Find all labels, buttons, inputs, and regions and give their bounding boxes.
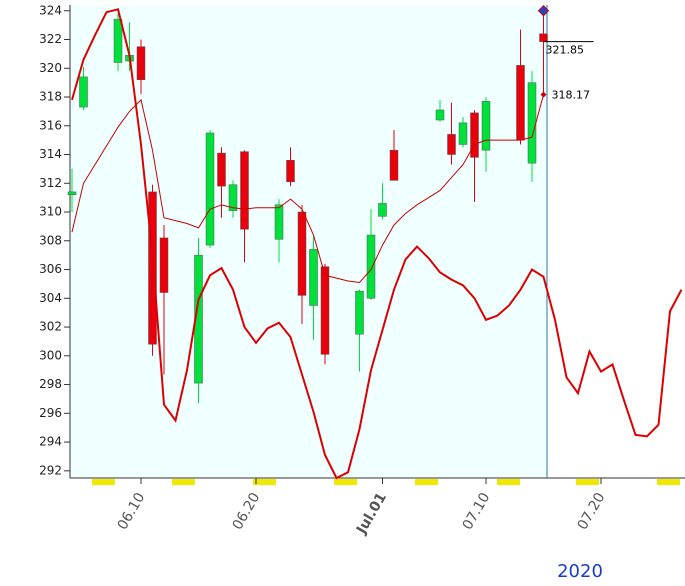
- candle-body: [228, 184, 238, 211]
- y-tick-label: 310: [39, 205, 62, 219]
- y-tick-label: 320: [39, 61, 62, 75]
- y-tick-label: 314: [39, 147, 62, 161]
- candle-body: [458, 122, 468, 145]
- weekend: [657, 479, 680, 485]
- y-tick-label: 316: [39, 118, 62, 132]
- line-series: [71, 8, 683, 480]
- candle-body: [309, 249, 318, 306]
- candle-body: [297, 211, 307, 296]
- high-marker: [537, 5, 550, 17]
- candle-body: [355, 290, 364, 335]
- weekend: [92, 479, 115, 485]
- weekend: [253, 479, 276, 485]
- y-tick-label: 302: [39, 320, 62, 334]
- candle-body: [136, 46, 146, 81]
- weekend: [576, 479, 599, 485]
- candle-body: [286, 160, 295, 183]
- candle-body: [274, 204, 284, 240]
- y-tick-label: 292: [39, 463, 62, 477]
- year-label: 2020: [557, 561, 603, 582]
- ma-label: 318.17: [552, 89, 591, 102]
- candle-body: [320, 266, 330, 355]
- x-tick-label: 06.20: [230, 490, 264, 533]
- candle-body: [79, 76, 88, 108]
- weekend: [497, 479, 520, 485]
- x-tick-label: 07.20: [575, 490, 609, 533]
- y-tick-label: 294: [39, 435, 62, 449]
- y-tick-label: 296: [39, 406, 62, 420]
- ma-marker: [540, 91, 547, 98]
- candle-body: [159, 237, 169, 293]
- weekend-markers: [92, 479, 680, 485]
- line-series: [71, 94, 544, 284]
- y-tick-label: 312: [39, 176, 62, 190]
- candle-body: [113, 19, 123, 63]
- candle-body: [481, 101, 491, 151]
- weekend: [415, 479, 438, 485]
- candle-body: [539, 33, 548, 42]
- y-tick-label: 324: [39, 3, 62, 17]
- x-tick-label: 07.10: [460, 490, 494, 533]
- candle-body: [470, 112, 479, 158]
- y-tick-label: 306: [39, 262, 62, 276]
- x-tick-label: 06.10: [115, 490, 149, 533]
- candle-body: [378, 203, 387, 217]
- candle-body: [447, 134, 456, 155]
- candle-body: [516, 65, 525, 141]
- candle-body: [366, 234, 376, 299]
- y-tick-label: 308: [39, 233, 62, 247]
- candle-body: [67, 191, 77, 196]
- candle-body: [527, 82, 537, 164]
- x-tick-label: Jul.01: [353, 490, 390, 538]
- close-label: 321.85: [546, 44, 585, 57]
- candle-body: [389, 149, 399, 181]
- candle-body: [435, 109, 445, 121]
- candle-body: [217, 152, 226, 187]
- y-tick-label: 300: [39, 348, 62, 362]
- weekend: [172, 479, 195, 485]
- y-tick-label: 298: [39, 377, 62, 391]
- candle-body: [240, 151, 249, 230]
- y-tick-label: 318: [39, 90, 62, 104]
- y-tick-label: 304: [39, 291, 62, 305]
- candle-body: [205, 132, 215, 246]
- y-tick-label: 322: [39, 32, 62, 46]
- weekend: [334, 479, 357, 485]
